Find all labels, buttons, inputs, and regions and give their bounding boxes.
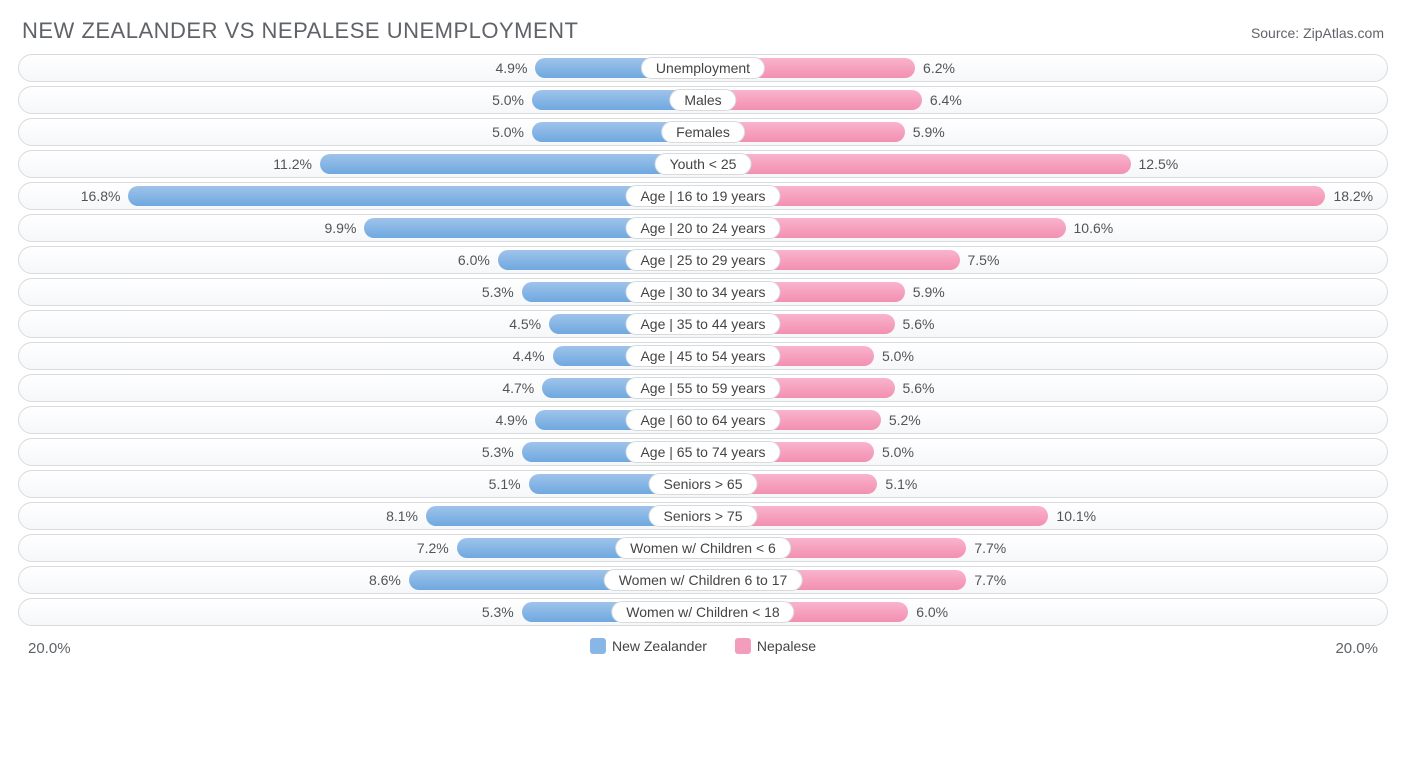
legend-label-left: New Zealander [612,638,707,654]
value-left: 4.4% [513,348,545,364]
chart-header: NEW ZEALANDER VS NEPALESE UNEMPLOYMENT S… [12,18,1394,52]
category-label: Females [661,121,745,143]
value-left: 7.2% [417,540,449,556]
value-left: 5.0% [492,92,524,108]
value-right: 7.5% [968,252,1000,268]
chart-rows: 4.9% 6.2% Unemployment 5.0% 6.4% Males 5.0% 5.9… [12,52,1394,632]
chart-row: 5.3% 5.0% Age | 65 to 74 years [18,438,1388,466]
value-left: 5.3% [482,604,514,620]
chart-row: 16.8% 18.2% Age | 16 to 19 years [18,182,1388,210]
category-label: Age | 25 to 29 years [625,249,780,271]
chart-row: 4.9% 6.2% Unemployment [18,54,1388,82]
chart-row: 6.0% 7.5% Age | 25 to 29 years [18,246,1388,274]
bar-right [703,186,1325,206]
value-left: 8.6% [369,572,401,588]
category-label: Age | 20 to 24 years [625,217,780,239]
value-right: 5.9% [913,284,945,300]
chart-row: 8.6% 7.7% Women w/ Children 6 to 17 [18,566,1388,594]
category-label: Males [669,89,736,111]
chart-row: 5.0% 5.9% Females [18,118,1388,146]
value-right: 5.0% [882,444,914,460]
value-right: 18.2% [1333,188,1373,204]
chart-row: 11.2% 12.5% Youth < 25 [18,150,1388,178]
value-left: 4.7% [502,380,534,396]
value-right: 6.4% [930,92,962,108]
legend-label-right: Nepalese [757,638,816,654]
legend-item-left: New Zealander [590,638,707,654]
value-right: 10.1% [1056,508,1096,524]
value-right: 6.2% [923,60,955,76]
chart-row: 5.3% 6.0% Women w/ Children < 18 [18,598,1388,626]
category-label: Youth < 25 [655,153,752,175]
category-label: Age | 60 to 64 years [625,409,780,431]
source-name: ZipAtlas.com [1303,25,1384,41]
bar-left [128,186,703,206]
category-label: Age | 30 to 34 years [625,281,780,303]
chart-footer: 20.0% New Zealander Nepalese 20.0% [12,636,1394,664]
source-label: Source: [1251,25,1299,41]
bar-left [320,154,703,174]
value-left: 11.2% [273,156,312,172]
chart-source: Source: ZipAtlas.com [1251,25,1384,41]
value-left: 4.9% [496,60,528,76]
category-label: Seniors > 65 [649,473,758,495]
chart-row: 8.1% 10.1% Seniors > 75 [18,502,1388,530]
category-label: Women w/ Children < 6 [615,537,791,559]
value-right: 5.2% [889,412,921,428]
category-label: Age | 55 to 59 years [625,377,780,399]
value-right: 5.1% [885,476,917,492]
value-left: 4.5% [509,316,541,332]
value-right: 7.7% [974,540,1006,556]
chart-row: 7.2% 7.7% Women w/ Children < 6 [18,534,1388,562]
legend: New Zealander Nepalese [590,638,816,654]
category-label: Age | 45 to 54 years [625,345,780,367]
value-left: 5.1% [489,476,521,492]
chart-row: 4.9% 5.2% Age | 60 to 64 years [18,406,1388,434]
value-right: 5.6% [903,380,935,396]
chart-row: 5.3% 5.9% Age | 30 to 34 years [18,278,1388,306]
category-label: Age | 16 to 19 years [625,185,780,207]
value-left: 5.3% [482,444,514,460]
chart-row: 4.4% 5.0% Age | 45 to 54 years [18,342,1388,370]
chart-row: 5.1% 5.1% Seniors > 65 [18,470,1388,498]
category-label: Seniors > 75 [649,505,758,527]
legend-item-right: Nepalese [735,638,816,654]
category-label: Unemployment [641,57,765,79]
value-left: 4.9% [496,412,528,428]
value-left: 5.3% [482,284,514,300]
category-label: Age | 35 to 44 years [625,313,780,335]
value-right: 10.6% [1074,220,1114,236]
value-right: 7.7% [974,572,1006,588]
value-right: 6.0% [916,604,948,620]
legend-swatch-right [735,638,751,654]
chart-row: 9.9% 10.6% Age | 20 to 24 years [18,214,1388,242]
chart-title: NEW ZEALANDER VS NEPALESE UNEMPLOYMENT [22,18,579,44]
value-left: 9.9% [325,220,357,236]
category-label: Women w/ Children < 18 [611,601,794,623]
value-left: 8.1% [386,508,418,524]
legend-swatch-left [590,638,606,654]
chart-row: 4.7% 5.6% Age | 55 to 59 years [18,374,1388,402]
bar-right [703,154,1131,174]
value-right: 5.9% [913,124,945,140]
value-right: 12.5% [1139,156,1179,172]
value-left: 5.0% [492,124,524,140]
value-left: 16.8% [81,188,121,204]
category-label: Age | 65 to 74 years [625,441,780,463]
chart-row: 4.5% 5.6% Age | 35 to 44 years [18,310,1388,338]
value-right: 5.6% [903,316,935,332]
value-left: 6.0% [458,252,490,268]
axis-max-left: 20.0% [28,640,71,657]
chart-row: 5.0% 6.4% Males [18,86,1388,114]
category-label: Women w/ Children 6 to 17 [604,569,803,591]
axis-max-right: 20.0% [1335,640,1378,657]
value-right: 5.0% [882,348,914,364]
